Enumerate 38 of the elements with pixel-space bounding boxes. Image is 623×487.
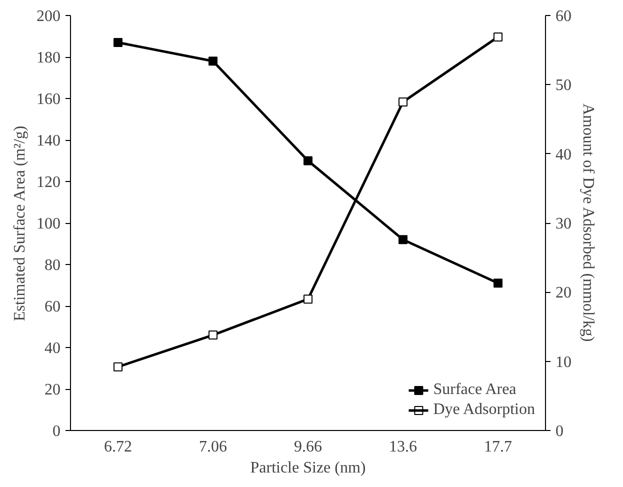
y-tick-label: 140 [36,132,60,150]
point [208,330,218,340]
point [304,156,312,166]
y-axis-title: Estimated Surface Area (m²/g) [12,126,28,322]
y-tick-label: 80 [44,257,60,274]
y-tick-label: 0 [52,423,60,440]
point [398,97,408,106]
y-tick-label: 120 [36,174,60,191]
legend-label: Dye Adsorption [433,401,535,419]
y2-axis-title: Amount of Dye Adsorbed (mmol/kg) [580,103,596,342]
y-tick-label: 20 [44,382,60,398]
point [114,362,122,372]
y-tick-label: 160 [36,91,60,108]
y2-tick-label: 60 [556,8,572,25]
y2-tick-label: 40 [556,146,572,164]
y-tick-label: 200 [36,8,60,25]
x-tick-label: 17.7 [484,438,512,456]
x-tick-label: 7.06 [199,438,227,456]
point [208,56,218,66]
point [114,38,122,47]
y-tick-label: 40 [44,340,60,357]
y-tick-label: 100 [36,216,60,232]
y2-tick-label: 0 [556,423,564,440]
x-tick-label: 9.66 [294,438,322,456]
point [304,294,312,304]
legend-label: Surface Area [433,381,516,399]
x-axis-title: Particle Size (nm) [250,460,366,476]
y2-tick-label: 50 [556,77,572,94]
y2-tick-label: 30 [556,216,572,232]
y-tick-label: 60 [44,298,60,316]
point [494,278,502,288]
y2-tick-label: 10 [556,354,572,371]
point [398,235,408,244]
y-tick-label: 180 [36,50,60,66]
y2-tick-label: 20 [556,284,572,302]
x-tick-label: 13.6 [389,438,417,456]
point [494,32,502,42]
x-tick-label: 6.72 [104,438,132,456]
